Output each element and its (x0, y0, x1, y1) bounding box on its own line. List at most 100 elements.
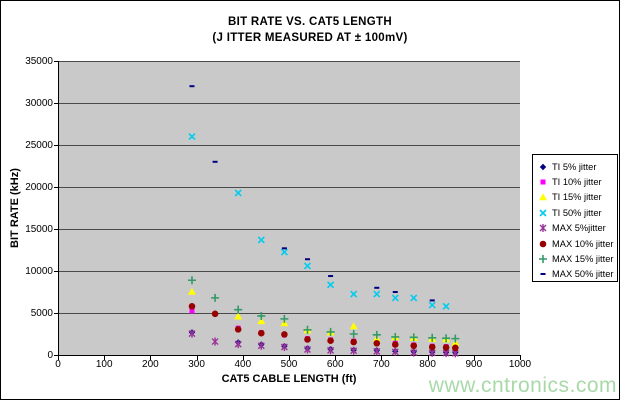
legend-label: TI 10% jitter (552, 177, 602, 188)
x-tick (289, 356, 290, 360)
data-point (539, 255, 547, 264)
data-point (234, 305, 243, 314)
data-point (452, 344, 459, 352)
circle-marker-icon (539, 240, 547, 247)
data-point (280, 248, 288, 256)
data-point (187, 276, 196, 285)
x-tick-label: 900 (465, 359, 483, 370)
y-tick (54, 61, 58, 62)
data-point (303, 345, 311, 354)
x-tick-label: 700 (373, 359, 390, 370)
data-point (187, 287, 196, 295)
data-point (280, 343, 288, 352)
legend-label: TI 50% jitter (552, 207, 602, 218)
y-tick-label: 25000 (25, 139, 53, 151)
data-point (303, 325, 312, 334)
legend-label: TI 15% jitter (552, 192, 602, 203)
dash-marker-icon (540, 273, 546, 276)
data-point (539, 163, 547, 170)
gridline (58, 186, 520, 188)
data-point (349, 330, 358, 338)
gridline (58, 102, 520, 104)
plot-area (58, 61, 520, 355)
data-point (373, 290, 381, 298)
data-point (257, 341, 265, 350)
data-point (211, 293, 220, 302)
y-tick-label: 30000 (25, 97, 53, 109)
x-tick-label: 1000 (508, 359, 532, 370)
gridline (58, 270, 520, 272)
data-point (327, 337, 334, 345)
data-point (304, 336, 311, 343)
y-tick (54, 313, 58, 314)
data-point (189, 308, 195, 314)
data-point (211, 310, 219, 318)
data-point (327, 281, 335, 289)
data-point (350, 290, 358, 298)
square-marker-icon (540, 179, 546, 185)
x-axis-line (58, 355, 521, 356)
x-tick (242, 356, 244, 360)
data-point (327, 346, 335, 355)
data-point (257, 311, 266, 320)
x-tick-label: 200 (142, 359, 159, 370)
y-tick (54, 103, 58, 104)
data-point (257, 329, 265, 337)
legend-label: MAX 15% jitter (552, 254, 614, 265)
data-point (234, 312, 243, 320)
x-tick-label: 300 (188, 359, 205, 370)
legend-label: MAX 10% jitter (552, 238, 614, 249)
data-point (373, 339, 381, 347)
data-point (188, 133, 196, 141)
x-tick (473, 356, 475, 360)
x-tick (335, 356, 337, 360)
x-tick-label: 0 (55, 359, 61, 370)
legend-label: MAX 5%jitter (552, 223, 606, 234)
data-point (410, 348, 418, 357)
triangle-marker-icon (539, 193, 547, 201)
y-tick (54, 271, 58, 272)
data-point (539, 224, 547, 233)
legend-item: MAX 50% jitter (537, 267, 617, 282)
data-point (539, 240, 547, 247)
chart-title-block: BIT RATE VS. CAT5 LENGTH (J ITTER MEASUR… (1, 14, 619, 46)
legend-item: TI 10% jitter (537, 174, 617, 189)
x-axis-title: CAT5 CABLE LENGTH (ft) (221, 373, 357, 385)
data-point (234, 340, 242, 349)
legend-label: MAX 50% jitter (552, 269, 614, 280)
data-point (428, 301, 436, 309)
data-point (442, 302, 450, 310)
gridline (58, 228, 520, 230)
gridline (58, 144, 520, 146)
x-tick (196, 356, 198, 360)
x-tick (427, 356, 429, 360)
data-point (391, 347, 399, 356)
data-point (391, 341, 399, 348)
data-point (326, 327, 335, 336)
chart-subtitle: (J ITTER MEASURED AT ± 100mV) (212, 32, 408, 44)
data-point (442, 334, 451, 343)
data-point (428, 343, 436, 351)
y-tick-label: 0 (47, 349, 53, 361)
legend-item: TI 15% jitter (537, 190, 617, 205)
legend-item: TI 50% jitter (537, 205, 617, 220)
x-tick (520, 356, 521, 360)
legend-item: MAX 15% jitter (537, 251, 617, 266)
star-marker-icon (539, 224, 547, 233)
data-point (188, 302, 196, 310)
y-tick (54, 355, 58, 356)
y-tick (54, 145, 58, 146)
data-point (391, 332, 400, 341)
x-tick-label: 600 (326, 359, 344, 370)
x-tick (381, 356, 383, 360)
data-point (539, 209, 547, 217)
data-point (428, 333, 437, 342)
data-point (442, 344, 450, 351)
data-point (349, 322, 358, 330)
diamond-marker-icon (539, 163, 547, 170)
y-tick (54, 187, 58, 188)
x-tick-label: 100 (95, 359, 113, 370)
data-point (188, 329, 196, 338)
y-tick-label: 15000 (25, 223, 53, 235)
